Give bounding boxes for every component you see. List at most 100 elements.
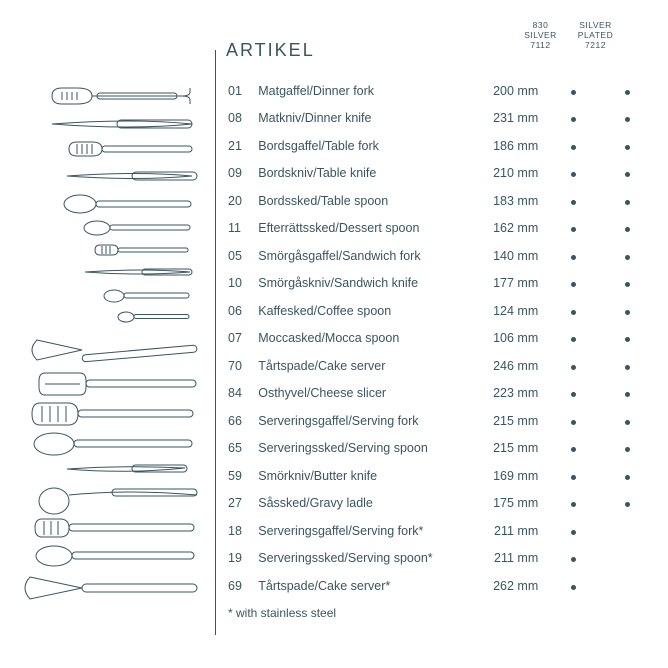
table-row: 18Serveringsgaffel/Serving fork*211 mm <box>220 517 655 545</box>
item-col1 <box>546 160 600 188</box>
item-name: Bordssked/Table spoon <box>254 187 474 215</box>
item-name: Tårtspade/Cake server* <box>254 572 474 600</box>
item-number: 21 <box>220 132 254 160</box>
dot-icon <box>625 172 630 177</box>
item-number: 66 <box>220 407 254 435</box>
footnote: * with stainless steel <box>220 606 655 620</box>
item-col1 <box>546 187 600 215</box>
item-number: 65 <box>220 435 254 463</box>
item-number: 27 <box>220 490 254 518</box>
item-size: 183 mm <box>474 187 547 215</box>
item-col1 <box>546 325 600 353</box>
dot-icon <box>571 502 576 507</box>
item-col1 <box>546 572 600 600</box>
item-name: Serveringssked/Serving spoon* <box>254 545 474 573</box>
dot-icon <box>625 475 630 480</box>
item-col2 <box>601 572 655 600</box>
dot-icon <box>625 255 630 260</box>
item-col2 <box>601 105 655 133</box>
col1-l2: SILVER <box>524 30 557 40</box>
item-col2 <box>601 160 655 188</box>
table-row: 11Efterrättssked/Dessert spoon162 mm <box>220 215 655 243</box>
dot-icon <box>571 557 576 562</box>
item-col1 <box>546 352 600 380</box>
dot-icon <box>625 420 630 425</box>
item-name: Såssked/Gravy ladle <box>254 490 474 518</box>
item-col1 <box>546 545 600 573</box>
item-number: 18 <box>220 517 254 545</box>
item-col2 <box>601 77 655 105</box>
item-name: Moccasked/Mocca spoon <box>254 325 474 353</box>
item-col2 <box>601 490 655 518</box>
item-col1 <box>546 270 600 298</box>
item-col1 <box>546 490 600 518</box>
dot-icon <box>571 200 576 205</box>
item-size: 140 mm <box>474 242 547 270</box>
item-size: 231 mm <box>474 105 547 133</box>
item-number: 20 <box>220 187 254 215</box>
item-name: Osthyvel/Cheese slicer <box>254 380 474 408</box>
dot-icon <box>625 447 630 452</box>
item-size: 210 mm <box>474 160 547 188</box>
item-size: 223 mm <box>474 380 547 408</box>
item-col1 <box>546 435 600 463</box>
item-name: Smörkniv/Butter knife <box>254 462 474 490</box>
dot-icon <box>571 365 576 370</box>
item-size: 186 mm <box>474 132 547 160</box>
item-size: 200 mm <box>474 77 547 105</box>
item-col2 <box>601 270 655 298</box>
table-row: 05Smörgåsgaffel/Sandwich fork140 mm <box>220 242 655 270</box>
cutlery-illustration <box>22 80 202 640</box>
table-row: 01Matgaffel/Dinner fork200 mm <box>220 77 655 105</box>
item-size: 215 mm <box>474 435 547 463</box>
item-col2 <box>601 380 655 408</box>
item-number: 19 <box>220 545 254 573</box>
item-number: 69 <box>220 572 254 600</box>
dot-icon <box>571 145 576 150</box>
item-size: 215 mm <box>474 407 547 435</box>
dot-icon <box>571 255 576 260</box>
dot-icon <box>625 365 630 370</box>
item-name: Matgaffel/Dinner fork <box>254 77 474 105</box>
col1-l1: 830 <box>533 20 549 30</box>
item-number: 06 <box>220 297 254 325</box>
table-row: 66Serveringsgaffel/Serving fork215 mm <box>220 407 655 435</box>
dot-icon <box>625 310 630 315</box>
dot-icon <box>625 117 630 122</box>
item-name: Smörgåsgaffel/Sandwich fork <box>254 242 474 270</box>
item-size: 211 mm <box>474 517 547 545</box>
item-col1 <box>546 132 600 160</box>
item-name: Bordsgaffel/Table fork <box>254 132 474 160</box>
item-col2 <box>601 435 655 463</box>
table-row: 06Kaffesked/Coffee spoon124 mm <box>220 297 655 325</box>
dot-icon <box>571 392 576 397</box>
item-col2 <box>601 462 655 490</box>
item-col2 <box>601 242 655 270</box>
item-name: Efterrättssked/Dessert spoon <box>254 215 474 243</box>
col2-l1: SILVER <box>579 20 612 30</box>
item-col1 <box>546 380 600 408</box>
item-number: 08 <box>220 105 254 133</box>
item-number: 11 <box>220 215 254 243</box>
table-row: 10Smörgåskniv/Sandwich knife177 mm <box>220 270 655 298</box>
item-number: 01 <box>220 77 254 105</box>
item-number: 70 <box>220 352 254 380</box>
item-col2 <box>601 325 655 353</box>
item-number: 07 <box>220 325 254 353</box>
dot-icon <box>571 475 576 480</box>
item-col2 <box>601 545 655 573</box>
item-size: 262 mm <box>474 572 547 600</box>
vertical-divider <box>215 50 216 635</box>
table-row: 69Tårtspade/Cake server*262 mm <box>220 572 655 600</box>
table-row: 21Bordsgaffel/Table fork186 mm <box>220 132 655 160</box>
item-size: 175 mm <box>474 490 547 518</box>
item-number: 10 <box>220 270 254 298</box>
table-row: 08Matkniv/Dinner knife231 mm <box>220 105 655 133</box>
col2-l2: PLATED <box>578 30 613 40</box>
item-col1 <box>546 517 600 545</box>
item-name: Serveringsgaffel/Serving fork <box>254 407 474 435</box>
item-col2 <box>601 407 655 435</box>
table-row: 84Osthyvel/Cheese slicer223 mm <box>220 380 655 408</box>
dot-icon <box>571 172 576 177</box>
dot-icon <box>625 90 630 95</box>
